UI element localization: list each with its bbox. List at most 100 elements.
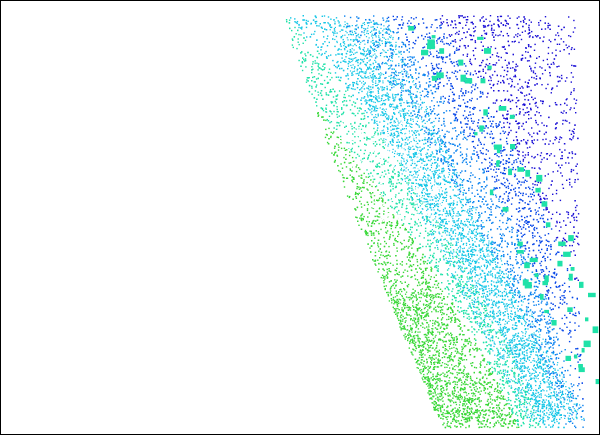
cloud-point (503, 167, 505, 170)
cloud-point (544, 318, 546, 320)
cloud-point (471, 216, 473, 218)
cloud-point (484, 366, 486, 368)
cloud-point (425, 126, 427, 129)
cloud-point (398, 209, 400, 212)
cloud-point (449, 58, 451, 60)
cloud-point (404, 229, 406, 231)
cloud-point (468, 262, 470, 264)
cloud-point (374, 48, 376, 50)
cloud-point (499, 243, 501, 245)
cloud-point (391, 56, 393, 59)
cloud-point (425, 142, 427, 145)
cloud-point (341, 67, 343, 70)
cloud-point (452, 189, 454, 191)
cloud-point (572, 31, 575, 33)
cloud-point (413, 56, 415, 58)
cloud-point (399, 241, 402, 244)
cloud-point (524, 278, 526, 280)
cloud-point (443, 389, 445, 391)
cloud-point (372, 221, 374, 224)
cloud-point (494, 64, 497, 66)
cloud-point (456, 162, 458, 164)
cloud-point (403, 114, 405, 116)
cloud-point (446, 406, 448, 409)
cloud-point (437, 282, 440, 285)
cloud-point (500, 419, 502, 422)
cloud-point (428, 355, 431, 357)
cloud-point (312, 76, 314, 79)
cloud-point (479, 326, 481, 328)
cloud-point (459, 291, 462, 293)
cloud-point (456, 425, 458, 428)
cloud-point (333, 131, 335, 133)
cloud-point (547, 400, 550, 402)
cloud-point (326, 141, 329, 144)
cloud-point (369, 52, 371, 54)
cloud-point (538, 351, 540, 353)
cloud-point (519, 160, 521, 163)
cloud-point (330, 111, 332, 113)
cloud-point (474, 276, 476, 278)
cloud-point (553, 342, 555, 344)
cloud-point (577, 279, 579, 281)
cloud-point (547, 315, 550, 318)
cloud-point (478, 168, 481, 170)
cloud-point (394, 239, 396, 241)
cloud-point (321, 116, 323, 118)
cloud-point (435, 394, 437, 396)
cloud-point (366, 188, 368, 190)
cloud-point (424, 289, 427, 291)
cloud-point (407, 89, 409, 91)
cloud-point (534, 326, 537, 328)
cloud-point (492, 32, 495, 34)
cloud-point (479, 90, 482, 93)
cloud-point (487, 112, 490, 114)
cloud-point (520, 416, 523, 418)
cloud-point (561, 240, 564, 242)
cloud-point (455, 181, 458, 184)
cloud-point (506, 90, 509, 92)
cloud-point (378, 199, 380, 201)
cloud-point (417, 359, 420, 362)
cloud-point (351, 156, 354, 159)
cloud-point (423, 381, 425, 383)
cloud-point (447, 332, 449, 334)
cloud-point (430, 266, 432, 269)
cloud-point (576, 172, 578, 175)
cloud-point (447, 251, 449, 253)
cloud-point (508, 166, 510, 168)
cloud-point (359, 67, 361, 69)
cloud-point (435, 266, 438, 269)
cloud-point (295, 21, 297, 24)
cloud-point (367, 138, 370, 140)
cloud-point (544, 197, 546, 200)
cloud-point (341, 57, 343, 59)
cloud-point (475, 83, 477, 85)
cloud-point (465, 403, 468, 405)
cloud-point (479, 182, 481, 184)
cloud-point (550, 92, 552, 94)
cloud-point (436, 342, 438, 344)
cloud-point (539, 262, 541, 265)
cloud-point (460, 131, 462, 133)
cloud-point (495, 404, 498, 406)
cloud-point (367, 189, 369, 191)
cloud-point (396, 160, 399, 162)
cloud-point (448, 102, 450, 104)
cloud-point (351, 128, 353, 130)
cloud-point (377, 246, 380, 248)
cloud-point (570, 336, 572, 338)
cloud-point (486, 403, 488, 406)
cloud-point (493, 379, 496, 381)
cloud-point (554, 305, 556, 307)
cloud-point (396, 182, 398, 185)
cloud-point (546, 247, 548, 250)
cloud-point (425, 283, 427, 285)
cloud-point (479, 393, 481, 395)
cloud-point (546, 332, 548, 334)
cloud-point (400, 319, 402, 321)
cloud-point (401, 282, 403, 284)
cloud-point (498, 415, 500, 417)
